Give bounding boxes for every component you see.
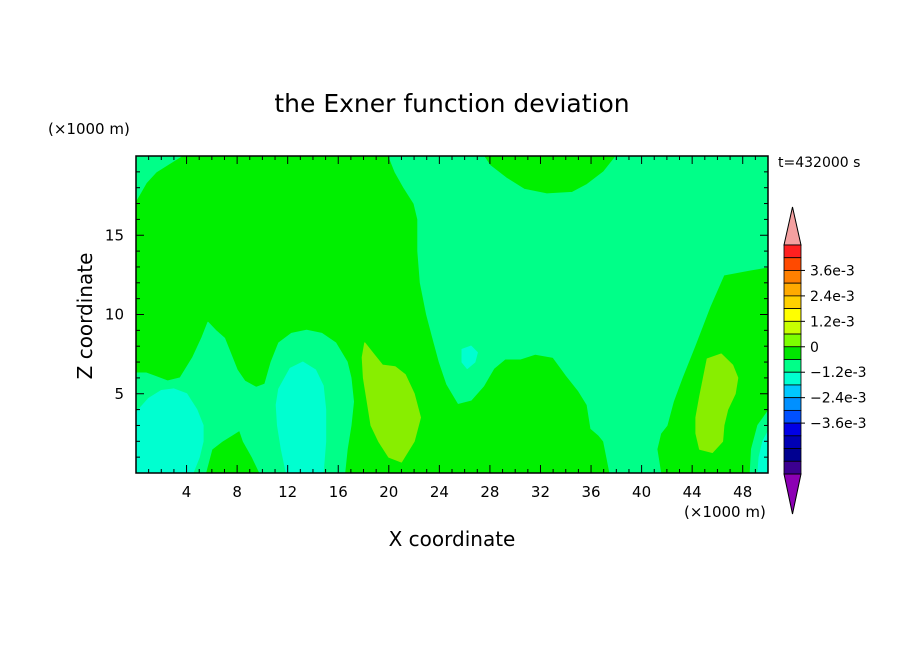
colorbar-label: 0: [810, 340, 819, 356]
x-tick-label: 8: [232, 483, 242, 501]
colorbar-swatch: [783, 409, 802, 424]
colorbar-swatch: [783, 346, 802, 360]
contour-region-negative-center: [275, 361, 327, 473]
colorbar-swatch: [783, 448, 802, 462]
colorbar-swatch: [783, 282, 802, 297]
x-tick-label: 28: [480, 483, 499, 501]
x-tick-label: 12: [278, 483, 297, 501]
colorbar-swatch: [783, 320, 802, 335]
x-axis-label: X coordinate: [389, 527, 516, 551]
colorbar-label: 3.6e-3: [810, 263, 855, 279]
y-tick-label: 10: [105, 306, 124, 324]
y-unit-label: (×1000 m): [48, 120, 130, 138]
x-tick-label: 48: [733, 483, 752, 501]
contour-region-positive-right: [695, 353, 739, 453]
contour-region-positive-mid: [361, 342, 421, 463]
colorbar-swatch: [783, 257, 802, 271]
chart-title: the Exner function deviation: [274, 89, 629, 118]
colorbar-label: −1.2e-3: [810, 365, 867, 381]
colorbar-swatch: [783, 384, 802, 399]
contour-region-negative-right-edge: [757, 431, 768, 473]
x-tick-label: 16: [329, 483, 348, 501]
colorbar-swatch: [783, 422, 802, 437]
x-tick-label: 40: [632, 483, 651, 501]
y-tick-label: 5: [114, 385, 124, 403]
colorbar-label: −2.4e-3: [810, 391, 867, 407]
contour-region-negative-left: [136, 388, 204, 473]
y-axis-label: Z coordinate: [73, 253, 97, 380]
x-tick-label: 32: [531, 483, 550, 501]
colorbar-swatch: [783, 295, 802, 310]
colorbar-swatch: [783, 435, 802, 449]
colorbar: 3.6e-3 2.4e-3 1.2e-3 0 −1.2e-3 −2.4e-3 −3.6e-3: [783, 206, 867, 515]
colorbar-label: 1.2e-3: [810, 314, 855, 330]
time-label: t=432000 s: [778, 155, 860, 171]
x-tick-label: 44: [683, 483, 702, 501]
contour-region-negative-small: [461, 345, 478, 369]
colorbar-swatch: [783, 270, 802, 284]
colorbar-swatch: [783, 308, 802, 322]
x-tick-label: 20: [379, 483, 398, 501]
colorbar-swatch: [783, 397, 802, 411]
colorbar-swatch: [783, 371, 802, 386]
colorbar-swatch: [783, 333, 802, 348]
colorbar-swatch: [783, 244, 802, 259]
colorbar-swatch: [783, 359, 802, 373]
colorbar-label: 2.4e-3: [810, 289, 855, 305]
x-tick-label: 36: [581, 483, 600, 501]
y-tick-label: 15: [105, 226, 124, 244]
colorbar-label: −3.6e-3: [810, 416, 867, 432]
colorbar-under-arrow: [783, 473, 802, 515]
x-unit-label: (×1000 m): [684, 503, 766, 521]
contour-region-neutral-top-center: [388, 156, 768, 473]
colorbar-swatch: [783, 460, 802, 475]
plot-area: [136, 156, 768, 473]
x-tick-label: 4: [182, 483, 192, 501]
x-tick-label: 24: [430, 483, 449, 501]
